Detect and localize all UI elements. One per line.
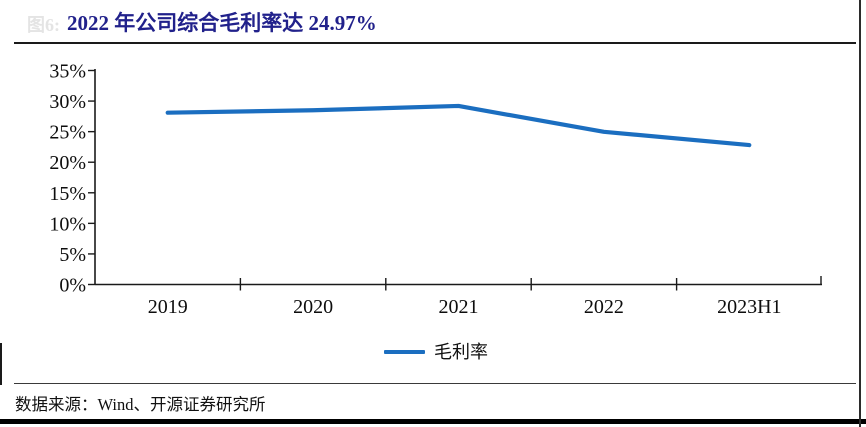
chart-title: 2022 年公司综合毛利率达 24.97% xyxy=(67,11,377,35)
x-axis-tick-label: 2023H1 xyxy=(717,296,781,318)
title-divider xyxy=(14,42,856,44)
figure-number-watermark: 图6: xyxy=(27,15,60,35)
y-axis-tick-label: 35% xyxy=(49,61,86,83)
y-axis-tick-label: 15% xyxy=(49,183,86,205)
y-axis-tick-label: 30% xyxy=(49,91,86,113)
data-source-note: 数据来源：Wind、开源证券研究所 xyxy=(15,395,266,414)
y-axis-tick-label: 10% xyxy=(49,213,86,235)
x-axis-tick-label: 2022 xyxy=(584,296,624,318)
y-axis-tick-label: 0% xyxy=(59,275,86,297)
x-axis-tick-label: 2020 xyxy=(293,296,333,318)
y-axis-tick-label: 20% xyxy=(49,152,86,174)
chart-legend: 毛利率 xyxy=(384,341,488,363)
legend-line-swatch xyxy=(384,350,425,354)
data-series xyxy=(165,103,752,148)
y-axis-tick-label: 25% xyxy=(49,122,86,144)
x-axis-tick-label: 2019 xyxy=(148,296,188,318)
left-border-segment xyxy=(0,343,2,385)
legend-series-label: 毛利率 xyxy=(434,342,488,362)
chart-axes xyxy=(88,69,822,291)
y-axis-tick-label: 5% xyxy=(59,244,86,266)
right-border-line xyxy=(859,0,861,427)
footer-divider xyxy=(14,383,856,384)
x-axis-tick-label: 2021 xyxy=(439,296,479,318)
y-axis-tick-labels: 0% 5% 10% 15% 20% 25% 30% 35% xyxy=(49,61,86,297)
bottom-border-bar xyxy=(0,419,866,424)
gross-margin-line xyxy=(165,103,752,148)
x-axis-tick-labels: 2019 2020 2021 2022 2023H1 xyxy=(148,296,782,318)
